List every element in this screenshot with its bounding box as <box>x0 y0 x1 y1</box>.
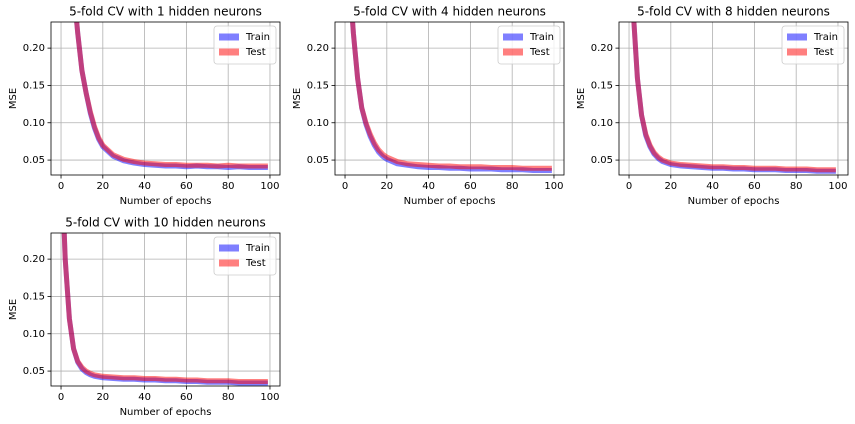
y-tick-label: 0.05 <box>23 366 45 377</box>
subplot: 0 20 40 60 80 100 0.05 0.10 0.15 0.20 5-fold CV wi… <box>8 5 281 207</box>
axes-frame <box>618 21 849 176</box>
x-axis-label: Number of epochs <box>120 407 212 418</box>
y-tick-label: 0.20 <box>23 43 45 54</box>
y-axis-label: MSE <box>8 88 19 109</box>
legend-label: Train <box>245 243 270 254</box>
x-tick-label: 100 <box>544 181 563 192</box>
x-tick-label: 80 <box>222 181 235 192</box>
legend-swatch <box>219 33 239 41</box>
legend-swatch <box>787 33 807 41</box>
legend-label: Test <box>245 258 266 269</box>
x-tick-label: 40 <box>138 181 151 192</box>
x-tick-label: 80 <box>506 181 519 192</box>
series-line <box>74 22 268 171</box>
legend: Train Test <box>781 25 845 65</box>
series-line <box>350 22 552 171</box>
legend-swatch <box>219 244 239 252</box>
x-tick-label: 100 <box>260 392 279 403</box>
y-tick-label: 0.15 <box>23 291 45 302</box>
plot-lines <box>74 22 268 171</box>
series-line <box>631 22 836 173</box>
x-tick-label: 60 <box>464 181 477 192</box>
chart-title: 5-fold CV with 4 hidden neurons <box>353 5 546 19</box>
x-axis-label: Number of epochs <box>688 196 780 207</box>
y-tick-label: 0.20 <box>23 254 45 265</box>
y-tick-label: 0.15 <box>591 80 613 91</box>
legend-swatch <box>219 259 239 267</box>
y-tick-label: 0.10 <box>23 329 45 340</box>
y-axis-label: MSE <box>576 88 587 109</box>
subplot: 0 20 40 60 80 100 0.05 0.10 0.15 0.20 5-fold CV wi… <box>292 5 565 207</box>
legend-swatch <box>219 48 239 56</box>
y-tick-label: 0.10 <box>23 118 45 129</box>
plot-lines <box>350 22 552 174</box>
x-tick-label: 20 <box>380 181 393 192</box>
y-tick-label: 0.10 <box>307 118 329 129</box>
y-tick-label: 0.05 <box>307 155 329 166</box>
x-tick-label: 60 <box>748 181 761 192</box>
x-tick-label: 20 <box>96 392 109 403</box>
legend-label: Train <box>245 32 270 43</box>
subplot: 0 20 40 60 80 100 0.05 0.10 0.15 0.20 5-fold CV wi… <box>576 5 849 207</box>
y-tick-label: 0.10 <box>591 118 613 129</box>
y-axis-label: MSE <box>8 299 19 320</box>
legend: Train Test <box>497 25 561 65</box>
legend-label: Test <box>529 47 550 58</box>
legend: Train Test <box>213 25 277 65</box>
legend-label: Train <box>813 32 838 43</box>
series-line <box>74 22 268 169</box>
y-tick-label: 0.15 <box>307 80 329 91</box>
x-tick-label: 80 <box>222 392 235 403</box>
series-line <box>61 233 268 385</box>
x-tick-label: 60 <box>180 392 193 403</box>
x-tick-label: 0 <box>342 181 348 192</box>
chart-title: 5-fold CV with 10 hidden neurons <box>65 216 266 230</box>
x-tick-label: 0 <box>58 392 64 403</box>
y-tick-label: 0.05 <box>23 155 45 166</box>
legend-swatch <box>787 48 807 56</box>
y-tick-label: 0.15 <box>23 80 45 91</box>
y-axis-label: MSE <box>292 88 303 109</box>
legend-label: Test <box>245 47 266 58</box>
x-tick-label: 0 <box>58 181 64 192</box>
x-tick-label: 80 <box>790 181 803 192</box>
legend-label: Test <box>813 47 834 58</box>
subplot: 0 20 40 60 80 100 0.05 0.10 0.15 0.20 5-fold CV wi… <box>8 216 281 418</box>
x-tick-label: 40 <box>422 181 435 192</box>
x-tick-label: 40 <box>706 181 719 192</box>
legend-label: Train <box>529 32 554 43</box>
x-tick-label: 0 <box>626 181 632 192</box>
y-tick-label: 0.20 <box>591 43 613 54</box>
x-tick-label: 60 <box>180 181 193 192</box>
y-tick-label: 0.20 <box>307 43 329 54</box>
axes-frame <box>50 232 281 387</box>
legend-swatch <box>503 48 523 56</box>
x-tick-label: 40 <box>138 392 151 403</box>
x-tick-label: 20 <box>96 181 109 192</box>
x-axis-label: Number of epochs <box>120 196 212 207</box>
plot-lines <box>61 233 268 386</box>
legend: Train Test <box>213 236 277 276</box>
axes-frame <box>334 21 565 176</box>
chart-title: 5-fold CV with 1 hidden neurons <box>69 5 262 19</box>
x-tick-label: 100 <box>260 181 279 192</box>
axes-frame <box>50 21 281 176</box>
plot-lines <box>631 22 836 174</box>
legend-swatch <box>503 33 523 41</box>
x-tick-label: 20 <box>664 181 677 192</box>
chart-title: 5-fold CV with 8 hidden neurons <box>637 5 830 19</box>
x-tick-label: 100 <box>828 181 847 192</box>
x-axis-label: Number of epochs <box>404 196 496 207</box>
y-tick-label: 0.05 <box>591 155 613 166</box>
